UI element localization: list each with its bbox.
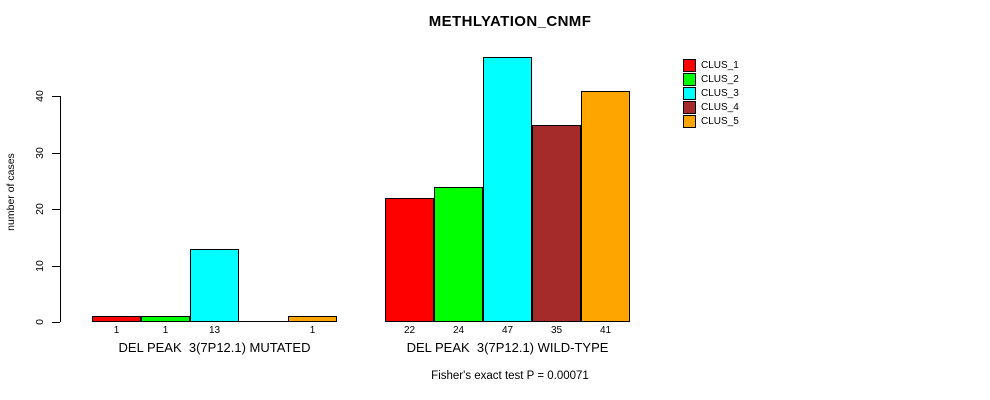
y-tick-mark-0 [52,322,60,323]
bar-value-label-group2-clus_2: 24 [452,325,465,336]
legend-label-clus-4: CLUS_4 [701,101,739,113]
legend-row-clus-1: CLUS_1 [683,58,739,72]
y-tick-label-30: 30 [34,147,46,159]
bar-clus_3-group2 [483,57,532,322]
x-group-label-wild-type: DEL PEAK 3(7P12.1) WILD-TYPE [406,340,609,355]
legend-label-clus-3: CLUS_3 [701,87,739,99]
legend-row-clus-2: CLUS_2 [683,72,739,86]
y-tick-mark-30 [52,153,60,154]
y-tick-mark-20 [52,209,60,210]
legend-swatch-clus-4 [683,100,696,114]
bar-value-label-group2-clus_4: 35 [550,325,563,336]
y-axis-title: number of cases [5,153,17,231]
y-tick-label-20: 20 [34,203,46,215]
bar-clus_2-group1 [141,316,190,322]
bar-value-label-group1-clus_3: 13 [208,325,221,336]
bar-clus_4-group2 [532,125,581,322]
y-tick-label-10: 10 [34,260,46,272]
bar-value-label-group1-clus_1: 1 [113,325,120,336]
legend-swatch-clus-5 [683,114,696,128]
bar-clus_4-group1 [239,321,288,322]
legend-label-clus-1: CLUS_1 [701,59,739,71]
bar-clus_5-group2 [581,91,630,322]
bar-value-label-group2-clus_1: 22 [403,325,416,336]
y-tick-label-0: 0 [34,319,46,325]
bar-clus_2-group2 [434,187,483,322]
chart-title: METHLYATION_CNMF [428,13,592,30]
legend-row-clus-5: CLUS_5 [683,114,739,128]
y-axis-line [60,96,61,322]
y-tick-mark-10 [52,266,60,267]
bar-value-label-group1-clus_2: 1 [162,325,169,336]
bar-clus_5-group1 [288,316,337,322]
y-tick-mark-40 [52,96,60,97]
legend: CLUS_1 CLUS_2 CLUS_3 CLUS_4 CLUS_5 [683,58,739,128]
legend-row-clus-4: CLUS_4 [683,100,739,114]
legend-swatch-clus-1 [683,58,696,72]
legend-swatch-clus-3 [683,86,696,100]
bar-value-label-group2-clus_5: 41 [599,325,612,336]
legend-row-clus-3: CLUS_3 [683,86,739,100]
bar-value-label-group2-clus_3: 47 [501,325,514,336]
fisher-test-annotation: Fisher's exact test P = 0.00071 [431,370,589,382]
bar-value-label-group1-clus_5: 1 [309,325,316,336]
bar-clus_3-group1 [190,249,239,322]
y-tick-label-40: 40 [34,90,46,102]
legend-swatch-clus-2 [683,72,696,86]
legend-label-clus-5: CLUS_5 [701,115,739,127]
legend-label-clus-2: CLUS_2 [701,73,739,85]
bar-clus_1-group1 [92,316,141,322]
x-group-label-mutated: DEL PEAK 3(7P12.1) MUTATED [118,340,311,355]
bar-clus_1-group2 [385,198,434,322]
